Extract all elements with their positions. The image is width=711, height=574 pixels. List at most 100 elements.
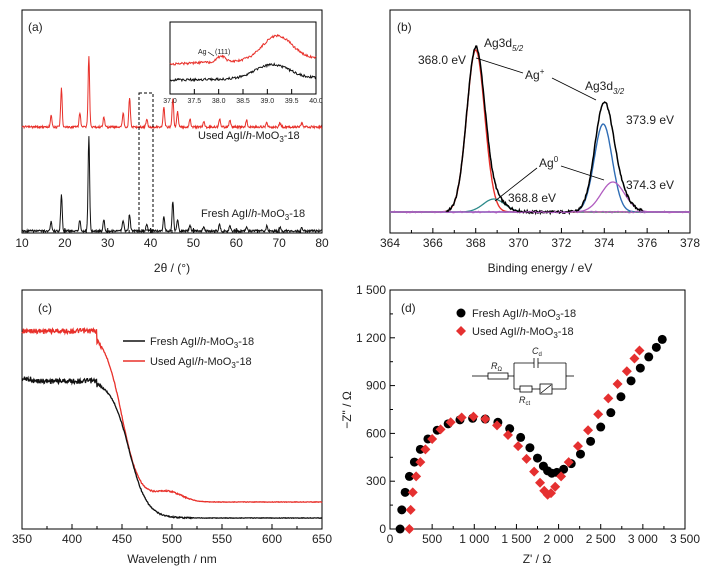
panel-b-368-0-label: 368.0 eV <box>418 53 466 67</box>
panel-d-fresh-point <box>397 505 407 515</box>
panel-d-used-point <box>468 411 479 422</box>
panel-d-fresh-points <box>395 334 667 534</box>
panel-d-used-point <box>593 409 604 420</box>
panel-d-fresh-point <box>606 408 616 418</box>
panel-d-fresh-point <box>559 464 569 474</box>
panel-d-fresh-point <box>657 334 667 344</box>
panel-a-x-tick-label: 30 <box>101 236 115 250</box>
panel-d-label: (d) <box>401 301 416 315</box>
panel-d-x-axis: 0 500 1 000 1 500 2 000 2 500 3 000 3 500 <box>387 524 700 546</box>
panel-b-x-tick-label: 374 <box>594 236 614 250</box>
panel-b-background <box>390 210 691 214</box>
panel-a: (a) 10 20 30 40 50 60 70 80 2θ / (°) Used AgI/h… <box>15 9 329 275</box>
panel-a-highlight-box <box>138 92 154 231</box>
panel-d-fresh-point <box>644 352 654 362</box>
panel-b-x-tick-label: 366 <box>423 236 443 250</box>
panel-b-ag0-arrow-left <box>494 167 538 202</box>
panel-a-used-pattern <box>21 56 323 130</box>
panel-b-x-tick-label: 370 <box>509 236 529 250</box>
panel-d-used-point <box>404 524 415 534</box>
panel-d-used-point <box>513 441 524 452</box>
panel-d-y-tick-label: 300 <box>366 474 386 488</box>
panel-a-x-title: 2θ / (°) <box>154 261 190 275</box>
panel-d-used-point <box>456 412 467 423</box>
panel-c-x-title: Wavelength / nm <box>127 552 217 566</box>
panel-d-used-point <box>415 457 426 468</box>
panel-d-used-point <box>445 417 456 428</box>
panel-d-legend: Fresh AgI/h-MoO3-18 Used AgI/h-MoO3-18 <box>456 308 576 340</box>
panel-c-x-tick-label: 550 <box>212 532 232 546</box>
panel-d-used-point <box>435 424 446 435</box>
panel-b-ag-plus-arrow-left <box>475 57 524 74</box>
panel-d-used-point <box>603 393 614 404</box>
panel-a-x-tick-label: 50 <box>187 236 201 250</box>
circuit-rct-label: Rct <box>519 395 531 407</box>
panel-a-used-label: Used AgI/h-MoO3-18 <box>198 130 300 144</box>
panel-d-legend-used-text: Used AgI/h-MoO3-18 <box>472 326 574 340</box>
panel-d-fresh-point <box>575 449 585 459</box>
panel-d-used-point <box>420 444 431 455</box>
panel-d-fresh-point <box>533 453 542 463</box>
panel-d-used-point <box>612 379 623 390</box>
panel-a-x-tick-label: 60 <box>230 236 244 250</box>
panel-a-x-tick-label: 70 <box>272 236 286 250</box>
panel-c-fresh-spectrum <box>21 375 323 520</box>
panel-c-label: (c) <box>38 301 52 315</box>
panel-d-used-point <box>563 457 574 468</box>
panel-c-x-tick-label: 500 <box>162 532 182 546</box>
panel-b-ag-plus-arrow-right <box>551 77 597 101</box>
panel-d-used-point <box>405 504 416 515</box>
panel-d-used-point <box>503 429 513 440</box>
panel-d-used-point <box>521 453 532 464</box>
panel-a-inset-used-curve <box>169 33 317 66</box>
panel-b-x-axis: 364 366 368 370 372 374 376 378 <box>380 228 700 250</box>
panel-d-fresh-point <box>415 444 425 454</box>
panel-c-used-spectrum <box>21 326 323 504</box>
panel-d-used-points <box>404 345 645 534</box>
panel-d-fresh-point <box>395 524 405 534</box>
panel-d-used-point <box>427 433 438 444</box>
panel-d-used-point <box>529 466 540 477</box>
panel-b-ag0-label: Ag0 <box>539 155 559 170</box>
circuit-cd-label: Cd <box>532 346 542 358</box>
panel-a-inset-x-tick-label: 39.0 <box>261 98 275 105</box>
panel-d-x-tick-label: 2 000 <box>544 532 574 546</box>
panel-d-used-point <box>550 481 561 492</box>
panel-b-373-9-label: 373.9 eV <box>626 113 674 127</box>
panel-a-inset-x-tick-label: 39.5 <box>285 98 299 105</box>
panel-d-y-tick-label: 600 <box>366 426 386 440</box>
panel-c-x-tick-label: 350 <box>12 532 32 546</box>
panel-d-fresh-point <box>516 432 526 442</box>
panel-d-used-point <box>556 471 567 482</box>
panel-a-fresh-pattern <box>21 136 323 234</box>
panel-d-x-tick-label: 0 <box>387 532 394 546</box>
panel-a-x-tick-label: 20 <box>58 236 72 250</box>
panel-d-used-point <box>572 441 583 452</box>
panel-d-y-title: −Z" / Ω <box>340 391 354 429</box>
panel-d-fresh-point <box>409 457 419 467</box>
panel-c-legend-used-text: Used AgI/h-MoO3-18 <box>150 356 252 370</box>
panel-c-x-tick-label: 450 <box>112 532 132 546</box>
panel-b: (b) 364 366 368 370 372 374 376 378 Binding ene… <box>380 9 700 275</box>
panel-b-x-tick-label: 376 <box>637 236 657 250</box>
panel-d-used-point <box>621 366 632 377</box>
panel-d-used-point <box>407 487 418 498</box>
panel-c-x-axis: 350 400 450 500 550 600 650 <box>12 524 332 546</box>
panel-d-equivalent-circuit <box>472 358 574 395</box>
panel-a-inset-fresh-curve <box>169 62 317 83</box>
panel-d-y-tick-label: 1 500 <box>356 283 386 297</box>
panel-a-x-tick-label: 40 <box>144 236 158 250</box>
circuit-rs-resistor <box>487 372 509 380</box>
panel-a-inset: 37.0 37.5 38.0 38.5 39.0 39.5 40.0 Ag (111) <box>163 21 323 105</box>
panel-d-fresh-point <box>651 342 661 352</box>
panel-b-x-tick-label: 378 <box>680 236 700 250</box>
panel-d-fresh-point <box>525 443 535 453</box>
panel-a-inset-x-tick-label: 38.0 <box>212 98 226 105</box>
panel-a-fresh-label: Fresh AgI/h-MoO3-18 <box>201 208 305 222</box>
panel-d-x-title: Z' / Ω <box>523 552 552 566</box>
panel-a-inset-x-axis: 37.0 37.5 38.0 38.5 39.0 39.5 40.0 <box>163 89 323 105</box>
panel-a-inset-x-tick-label: 37.0 <box>163 98 177 105</box>
panel-a-inset-annotation-hkl: (111) <box>215 49 230 56</box>
panel-b-368-8-label: 368.8 eV <box>508 191 556 205</box>
